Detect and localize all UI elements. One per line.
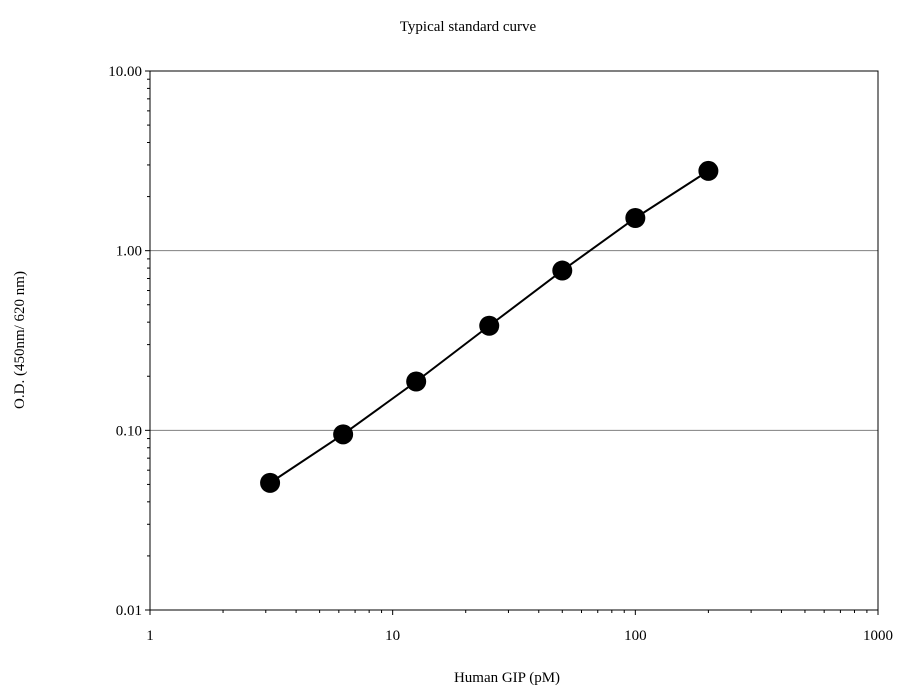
y-tick-label: 10.00 — [108, 64, 142, 80]
data-point — [333, 424, 354, 445]
minor-ticks — [147, 78, 868, 613]
y-axis-label: O.D. (450nm/ 620 nm) — [12, 271, 28, 409]
x-axis-label: Human GIP (pM) — [454, 670, 560, 686]
plot-area-border — [149, 70, 879, 611]
x-tick-label: 10 — [385, 628, 400, 644]
data-point — [406, 371, 427, 392]
data-series — [260, 160, 719, 493]
data-point — [625, 207, 646, 228]
y-axis-ticks: 0.01 0.10 1.00 10.00 — [108, 64, 150, 619]
data-point — [479, 315, 500, 336]
data-point — [552, 260, 573, 281]
y-tick-label: 0.01 — [116, 603, 142, 619]
x-axis-ticks: 1 10 100 1000 — [146, 610, 893, 644]
y-tick-label: 0.10 — [116, 423, 142, 439]
x-tick-label: 1000 — [863, 628, 893, 644]
x-tick-label: 100 — [624, 628, 647, 644]
data-point — [698, 160, 719, 181]
gridlines — [150, 250, 878, 431]
x-tick-label: 1 — [146, 628, 154, 644]
y-tick-label: 1.00 — [116, 244, 142, 260]
chart-title: Typical standard curve — [400, 19, 537, 35]
data-point — [260, 472, 281, 493]
